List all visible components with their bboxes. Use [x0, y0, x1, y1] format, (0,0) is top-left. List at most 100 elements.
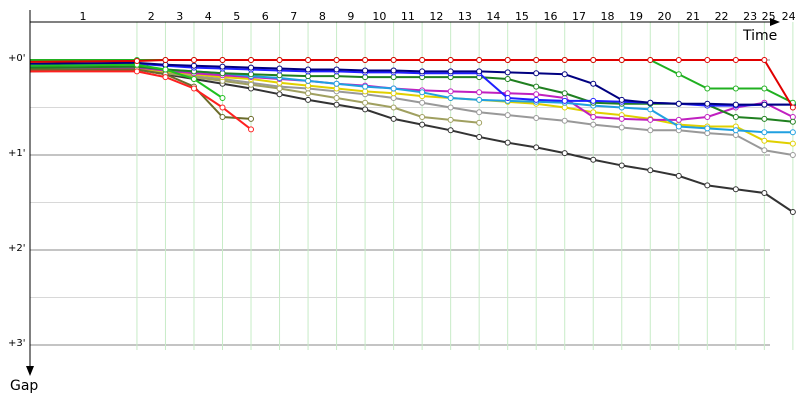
x-tick-label: 24 — [782, 10, 796, 23]
lap-point — [590, 156, 597, 163]
lap-point — [732, 85, 739, 92]
lap-point — [133, 57, 140, 64]
lap-point — [447, 88, 454, 95]
lap-point — [162, 66, 169, 73]
lap-point — [590, 80, 597, 87]
lap-point — [133, 68, 140, 75]
lap-point — [761, 115, 768, 122]
lap-point — [219, 57, 226, 63]
lap-point — [533, 70, 540, 77]
lap-point — [447, 95, 454, 101]
lap-point — [789, 129, 796, 136]
lap-point — [419, 68, 426, 75]
lap-point — [219, 63, 226, 70]
lap-point — [248, 57, 255, 63]
x-tick-label: 9 — [347, 10, 354, 23]
lap-point — [219, 95, 226, 101]
lap-point — [590, 121, 597, 128]
lap-point — [447, 116, 454, 123]
lap-point — [789, 104, 796, 111]
x-tick-label: 7 — [290, 10, 297, 23]
x-tick-label: 6 — [262, 10, 269, 23]
x-tick-label: 14 — [486, 10, 500, 23]
lap-point — [504, 112, 511, 119]
lap-point — [419, 121, 426, 128]
lap-point — [618, 115, 625, 122]
lap-point — [219, 114, 226, 120]
x-tick-label: 21 — [686, 10, 700, 23]
lap-point — [533, 144, 540, 151]
series-line — [30, 70, 252, 131]
lap-point — [390, 104, 397, 111]
lap-point — [533, 57, 540, 63]
lap-point — [618, 124, 625, 131]
lap-point — [276, 65, 283, 72]
series-line — [30, 68, 252, 120]
lap-point — [390, 85, 397, 92]
x-tick-label: 5 — [233, 10, 240, 23]
lap-point — [675, 123, 682, 130]
lap-point — [704, 85, 711, 92]
lap-point — [675, 71, 682, 78]
lap-point — [732, 57, 739, 63]
x-tick-label: 8 — [319, 10, 326, 23]
lap-point — [419, 89, 426, 96]
lap-point — [761, 190, 768, 196]
x-tick-label: 22 — [715, 10, 729, 23]
x-axis-label: Time — [742, 28, 777, 44]
lap-point — [447, 127, 454, 134]
lap-point — [647, 127, 654, 134]
lap-point — [362, 67, 369, 74]
lap-point — [333, 57, 340, 63]
lap-point — [504, 76, 511, 82]
lap-point — [533, 83, 540, 90]
lap-point — [476, 89, 483, 96]
lap-point — [761, 101, 768, 108]
lap-point — [704, 125, 711, 132]
lap-point — [761, 137, 768, 144]
lap-point — [590, 57, 597, 63]
lap-point — [390, 57, 397, 63]
x-tick-label: 11 — [401, 10, 415, 23]
lap-point — [704, 57, 711, 63]
lap-point — [248, 64, 255, 71]
lap-point — [590, 114, 597, 120]
x-tick-label: 12 — [429, 10, 443, 23]
lap-point — [419, 99, 426, 106]
x-tick-label: 10 — [372, 10, 386, 23]
lap-point — [333, 80, 340, 87]
lap-point — [190, 85, 197, 92]
lap-point — [789, 118, 796, 125]
lap-point — [305, 66, 312, 73]
lap-point — [647, 106, 654, 113]
lap-point — [732, 114, 739, 120]
lap-point — [561, 117, 568, 124]
x-tick-label: 16 — [543, 10, 557, 23]
lap-point — [476, 96, 483, 103]
x-tick-label: 4 — [205, 10, 212, 23]
lap-point — [618, 162, 625, 169]
lap-point — [219, 104, 226, 111]
x-tick-label: 18 — [601, 10, 615, 23]
lap-point — [504, 57, 511, 63]
lap-point — [761, 85, 768, 92]
lap-point — [362, 83, 369, 90]
lap-point — [704, 114, 711, 120]
x-tick-label: 15 — [515, 10, 529, 23]
x-tick-label: 23 — [743, 10, 757, 23]
y-tick-label: +2' — [8, 243, 26, 254]
lap-point — [447, 57, 454, 63]
lap-point — [675, 57, 682, 63]
lap-point — [647, 57, 654, 63]
lap-point — [789, 152, 796, 158]
y-tick-label: +0' — [8, 53, 26, 64]
lap-point — [504, 95, 511, 101]
x-tick-label: 20 — [658, 10, 672, 23]
lap-point — [162, 57, 169, 63]
lap-point — [476, 57, 483, 63]
lap-point — [333, 66, 340, 73]
x-axis-arrow — [770, 18, 780, 26]
y-tick-label: +1' — [8, 148, 26, 159]
